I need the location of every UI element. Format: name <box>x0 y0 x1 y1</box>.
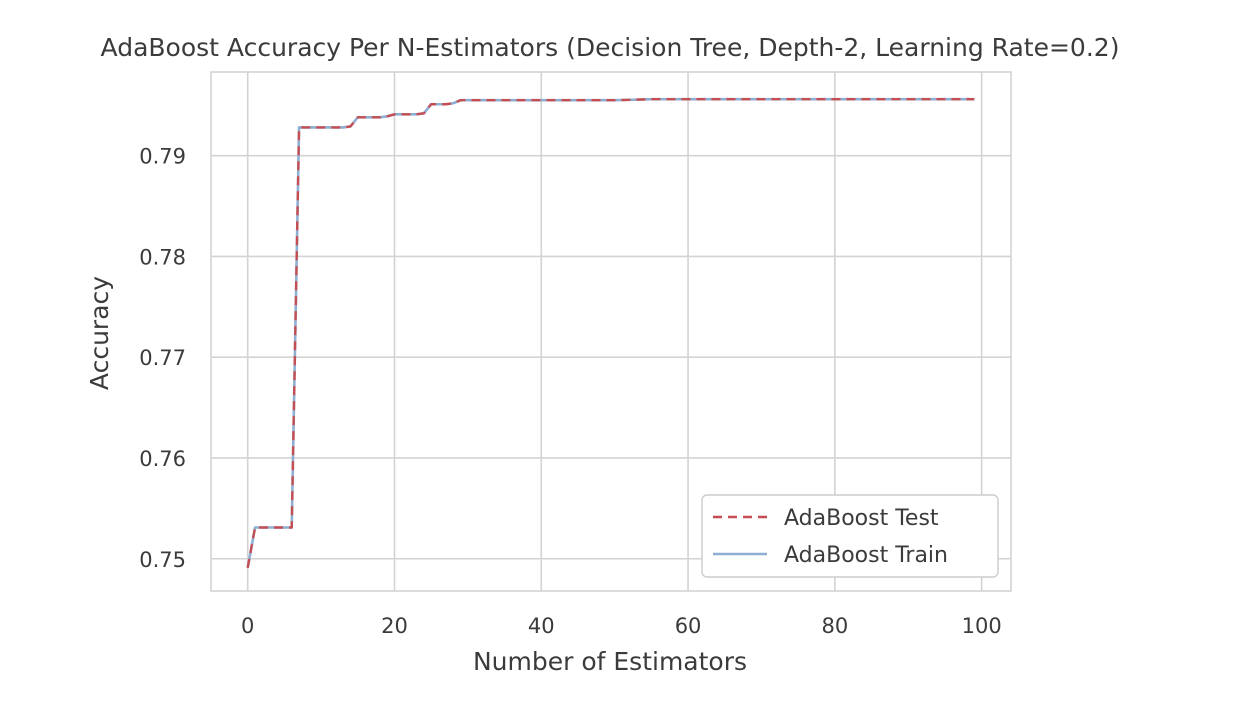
series-lines <box>246 97 975 569</box>
y-tick-label: 0.77 <box>139 346 186 370</box>
chart-title: AdaBoost Accuracy Per N-Estimators (Deci… <box>101 33 1120 62</box>
legend-label-train: AdaBoost Train <box>784 543 948 568</box>
y-tick-label: 0.76 <box>139 447 186 471</box>
tick-labels: 0 20 40 60 80 100 0.75 0.76 0.77 0.78 0.79 <box>139 145 1001 638</box>
x-tick-label: 60 <box>675 614 702 638</box>
y-axis-title: Accuracy <box>85 276 114 390</box>
x-tick-label: 100 <box>962 614 1002 638</box>
x-tick-label: 0 <box>241 614 254 638</box>
legend: AdaBoost Test AdaBoost Train <box>701 494 999 578</box>
y-tick-label: 0.78 <box>139 245 186 269</box>
legend-box <box>701 494 999 578</box>
x-tick-label: 80 <box>821 614 848 638</box>
x-tick-label: 40 <box>528 614 555 638</box>
legend-label-test: AdaBoost Test <box>784 506 939 531</box>
series-line-test <box>246 98 975 569</box>
y-tick-label: 0.75 <box>139 548 186 572</box>
x-axis-title: Number of Estimators <box>473 647 747 676</box>
y-tick-label: 0.79 <box>139 145 186 169</box>
x-tick-label: 20 <box>381 614 408 638</box>
